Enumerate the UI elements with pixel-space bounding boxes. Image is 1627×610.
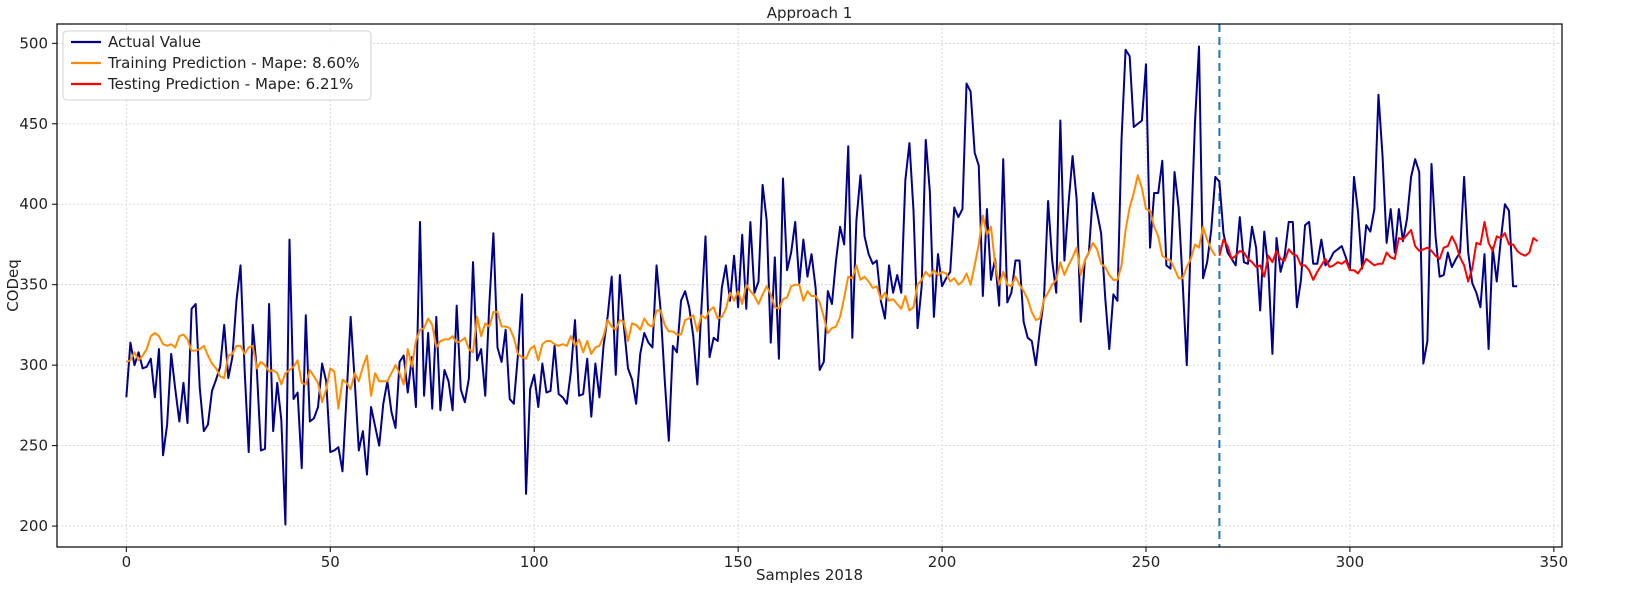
- x-axis-ticks: 0 50 100 150 200 250 300 350: [122, 547, 1569, 571]
- plot-frame: [56, 23, 1563, 548]
- legend-box: [62, 30, 372, 101]
- y-tick-label: 400: [19, 195, 48, 213]
- x-tick-label: 200: [928, 553, 957, 571]
- legend-entry: Training Prediction - Mape: 8.60%: [107, 54, 360, 72]
- y-axis-label: CODeq: [4, 259, 22, 312]
- legend-entry: Actual Value: [108, 33, 201, 51]
- grid: [57, 24, 1562, 547]
- x-tick-label: 150: [724, 553, 753, 571]
- x-tick-label: 250: [1132, 553, 1161, 571]
- x-tick-label: 350: [1540, 553, 1569, 571]
- x-tick-label: 0: [122, 553, 132, 571]
- legend-entry: Testing Prediction - Mape: 6.21%: [107, 75, 353, 93]
- y-tick-label: 250: [19, 437, 48, 455]
- y-tick-label: 300: [19, 356, 48, 374]
- series-line-1: [125, 45, 1518, 526]
- series-line-3: [1218, 220, 1539, 283]
- x-axis-label: Samples 2018: [756, 566, 863, 584]
- x-tick-label: 300: [1336, 553, 1365, 571]
- x-tick-label: 100: [520, 553, 549, 571]
- y-tick-label: 450: [19, 115, 48, 133]
- series-line-2: [125, 174, 1217, 410]
- series-lines: [125, 45, 1539, 526]
- y-axis-ticks: 200 250 300 350 400 450 500: [19, 34, 57, 535]
- chart-title: Approach 1: [767, 4, 853, 22]
- y-tick-label: 200: [19, 517, 48, 535]
- y-tick-label: 350: [19, 276, 48, 294]
- x-tick-label: 50: [321, 553, 340, 571]
- legend: Actual Value Training Prediction - Mape: …: [62, 30, 372, 101]
- y-tick-label: 500: [19, 34, 48, 52]
